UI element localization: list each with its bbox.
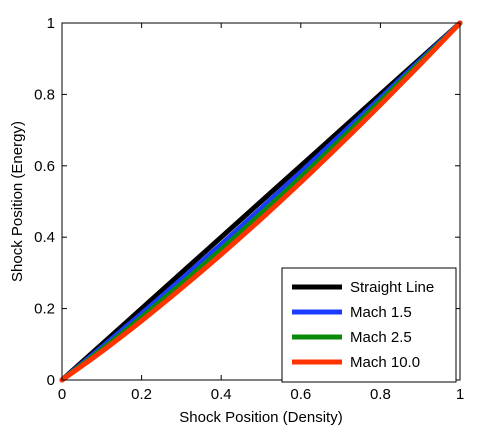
y-tick-label: 1	[47, 15, 55, 32]
x-tick-label: 0	[58, 386, 66, 403]
series-line-4	[59, 20, 463, 383]
y-tick-label: 0.2	[34, 301, 55, 318]
x-tick-label: 0.8	[370, 386, 391, 403]
legend: Straight Line Mach 1.5 Mach 2.5 Mach 10.0	[281, 267, 457, 383]
x-axis-label: Shock Position (Density)	[179, 409, 342, 426]
legend-entry-label: Mach 2.5	[350, 329, 412, 346]
x-tick-label: 0.6	[290, 386, 311, 403]
plot-frame	[61, 22, 461, 381]
x-tick-label: 1	[456, 386, 464, 403]
x-tick-label: 0.2	[131, 386, 152, 403]
legend-entry-label: Straight Line	[350, 279, 434, 296]
legend-entry-label: Mach 1.5	[350, 304, 412, 321]
axis-tick-labels: 0 0.2 0.4 0.6 0.8 1 0 0.2 0.4 0.6 0.8 1	[34, 15, 464, 403]
y-tick-label: 0	[47, 372, 55, 389]
y-tick-label: 0.4	[34, 229, 55, 246]
series-lines	[59, 20, 463, 383]
legend-entry-label: Mach 10.0	[350, 354, 420, 371]
y-tick-label: 0.8	[34, 86, 55, 103]
y-tick-label: 0.6	[34, 158, 55, 175]
y-axis-label: Shock Position (Energy)	[9, 121, 26, 282]
x-tick-label: 0.4	[211, 386, 232, 403]
